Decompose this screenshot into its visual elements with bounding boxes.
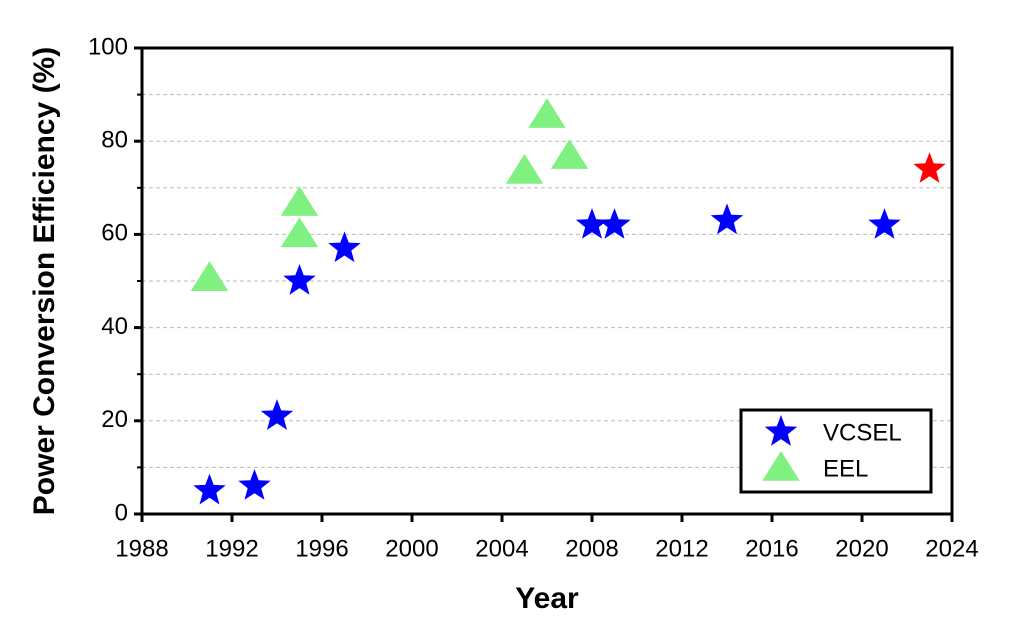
point xyxy=(328,231,361,263)
x-tick-label: 2004 xyxy=(475,535,528,562)
point xyxy=(280,186,319,216)
point xyxy=(575,208,609,239)
x-tick-label: 2012 xyxy=(655,535,708,562)
x-tick-label: 2008 xyxy=(565,535,618,562)
point xyxy=(193,473,226,505)
x-tick-label: 2000 xyxy=(385,535,438,562)
point xyxy=(280,217,319,248)
x-tick-label: 1996 xyxy=(295,535,348,562)
point xyxy=(913,152,946,183)
legend-marker xyxy=(762,451,800,481)
x-axis-label: Year xyxy=(515,582,579,615)
y-tick-label: 60 xyxy=(101,220,128,247)
legend-label: VCSEL xyxy=(823,419,902,446)
point xyxy=(505,154,544,184)
x-tick-label: 1988 xyxy=(115,535,168,562)
x-tick-label: 2016 xyxy=(745,535,798,562)
point xyxy=(710,203,744,235)
legend-marker xyxy=(764,415,798,446)
x-tick-label: 2020 xyxy=(835,535,888,562)
point xyxy=(283,264,316,295)
y-tick-label: 40 xyxy=(101,313,128,340)
point xyxy=(190,261,229,291)
y-tick-label: 20 xyxy=(101,406,128,433)
point xyxy=(528,98,566,128)
point xyxy=(260,399,294,430)
y-tick-label: 100 xyxy=(88,33,128,60)
point xyxy=(598,208,631,239)
point xyxy=(550,139,589,169)
plot-frame xyxy=(140,46,954,516)
x-tick-label: 1992 xyxy=(205,535,258,562)
point xyxy=(868,208,901,239)
y-tick-label: 0 xyxy=(115,499,128,526)
y-axis-label: Power Conversion Efficiency (%) xyxy=(28,47,61,515)
y-tick-label: 80 xyxy=(101,127,128,154)
legend-label: EEL xyxy=(823,455,868,482)
point xyxy=(238,469,271,500)
x-tick-label: 2024 xyxy=(925,535,978,562)
